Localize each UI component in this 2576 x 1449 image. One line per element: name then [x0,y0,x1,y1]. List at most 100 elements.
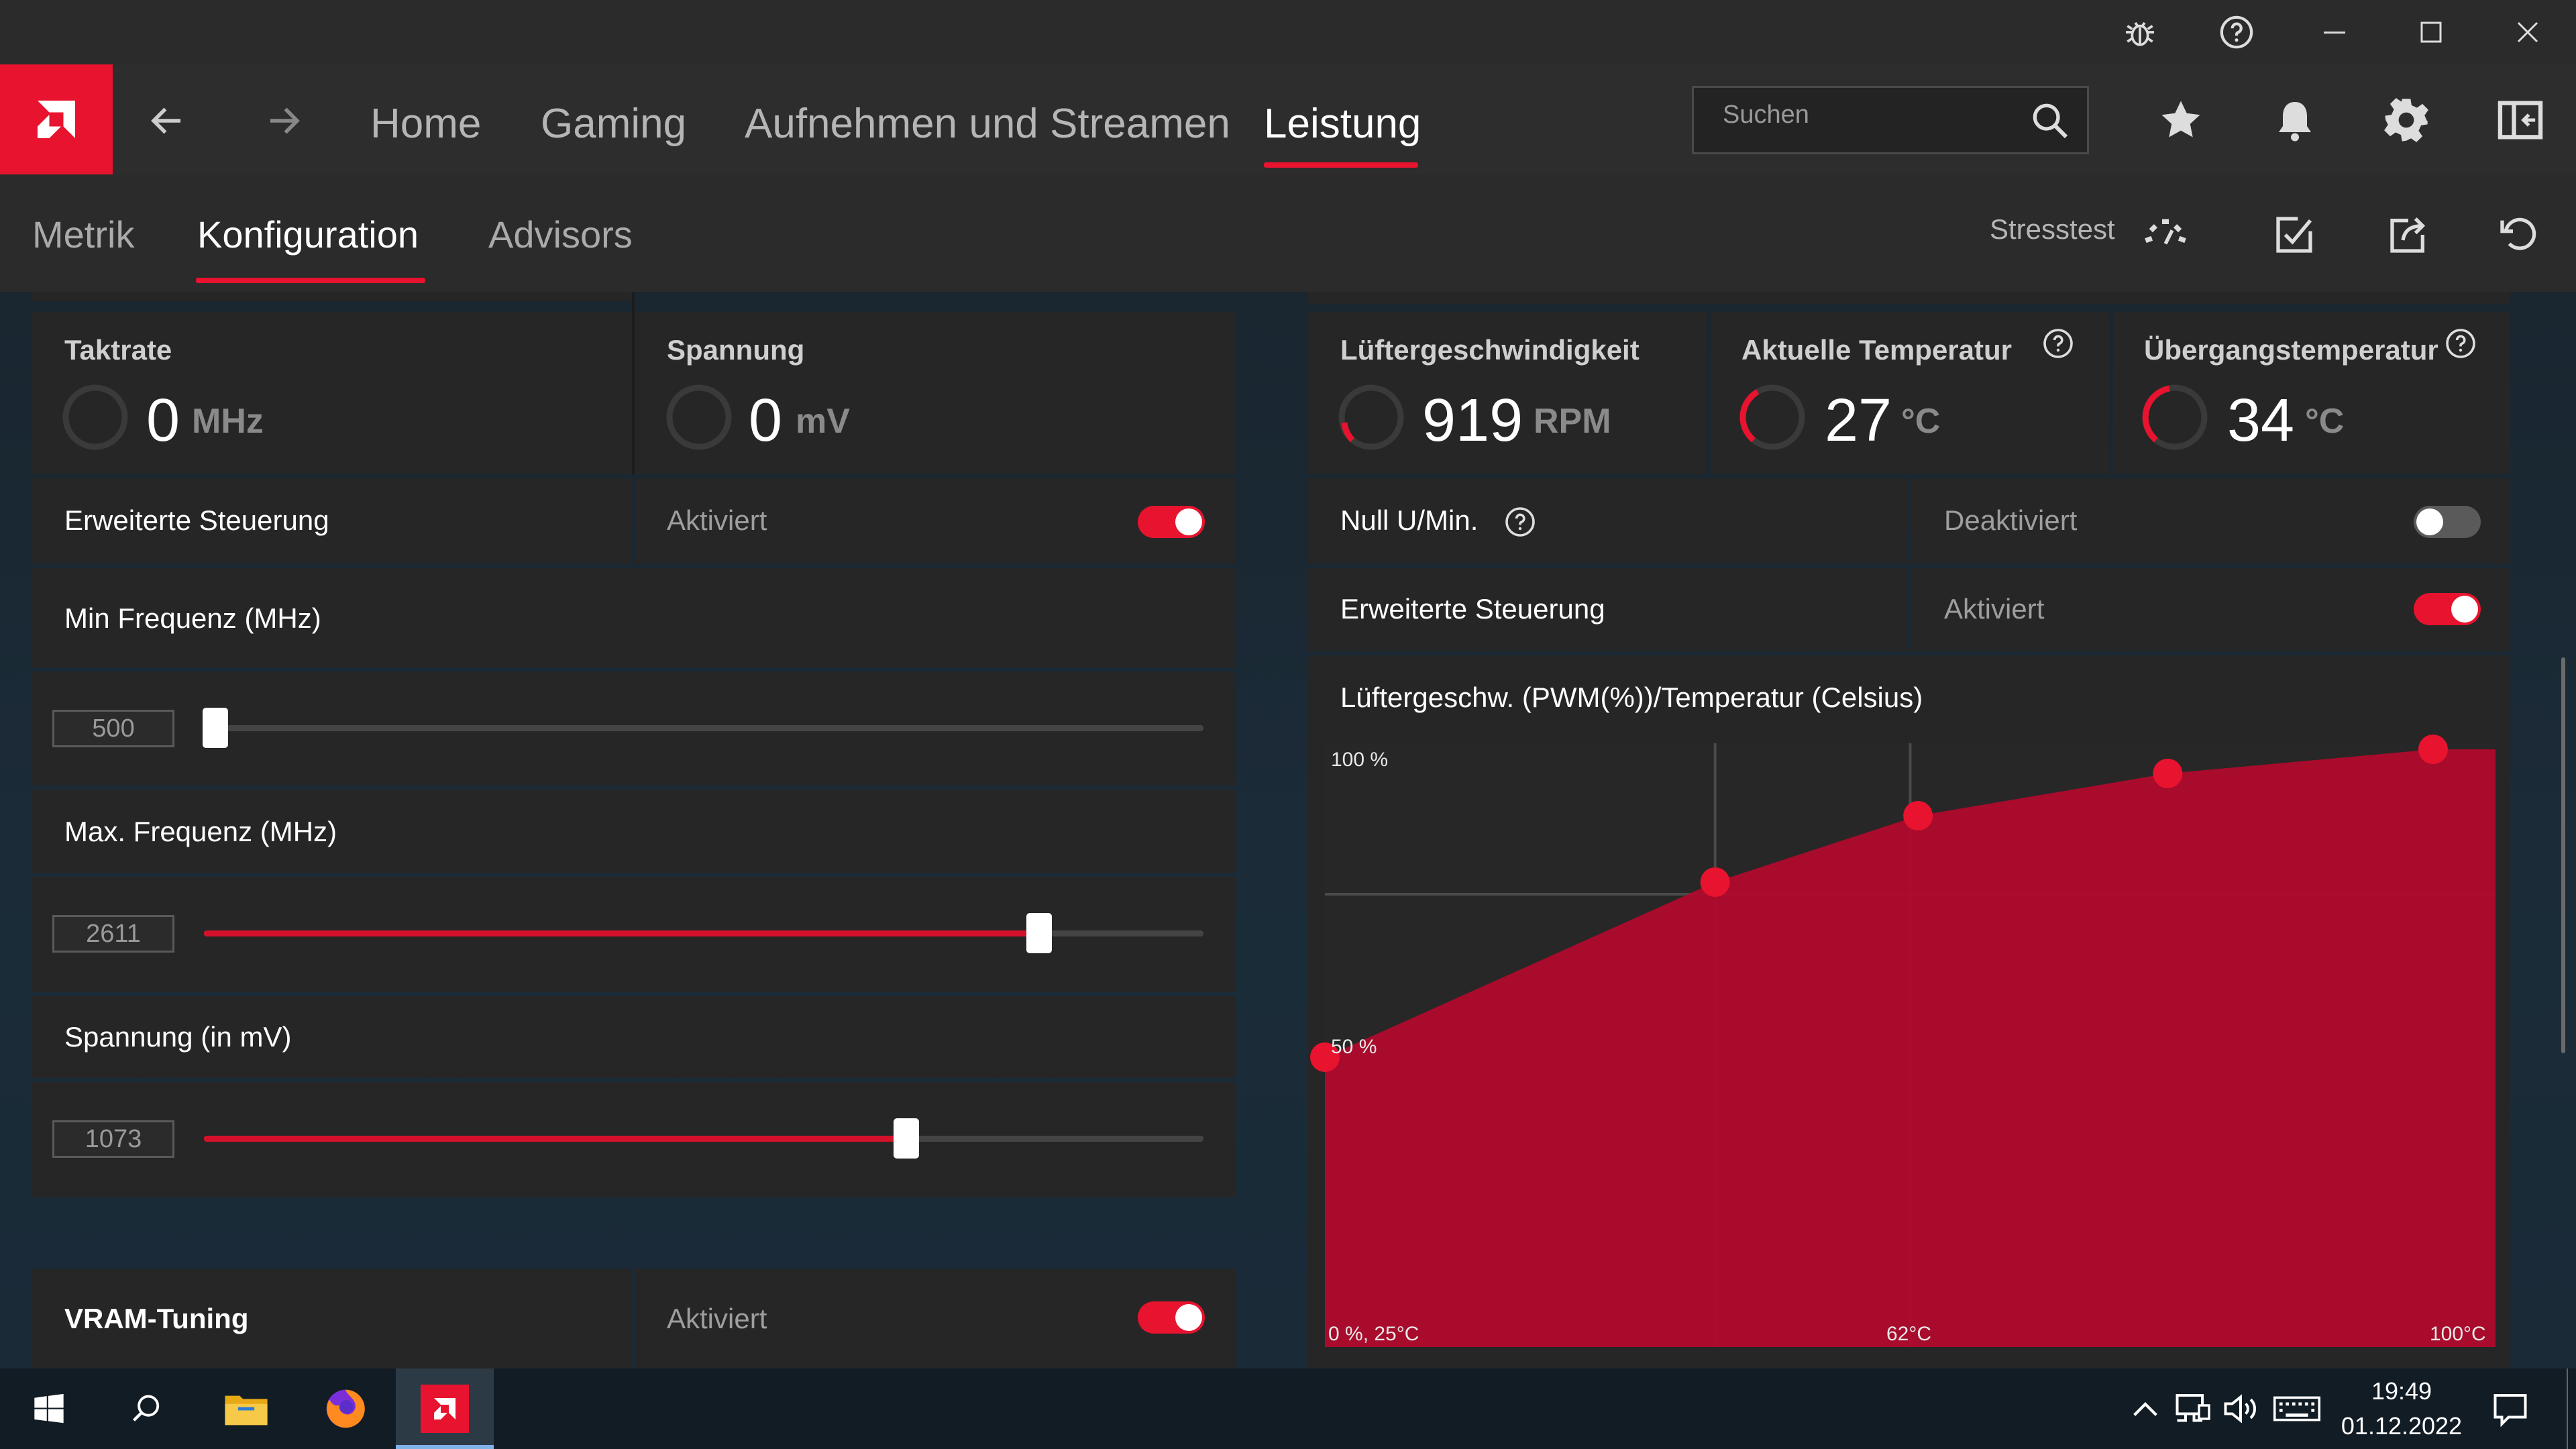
min-frequency-label: Min Frequenz (MHz) [64,602,321,634]
max-frequency-slider-thumb[interactable] [1026,913,1052,953]
fan-advanced-state: Aktiviert [1944,593,2045,625]
current-temperature-value: 27 [1825,387,1892,454]
stresstest-gauge-icon[interactable] [2132,201,2199,268]
advanced-control-state: Aktiviert [667,504,767,536]
clock-time: 19:49 [2371,1377,2432,1405]
scrollbar-thumb[interactable] [2561,657,2565,1053]
voltage-control-slider-thumb[interactable] [894,1118,919,1159]
fan-panel-top-edge [1308,292,2510,304]
search-input[interactable] [1692,86,2089,154]
junction-gauge-icon [2140,382,2210,452]
clock-date: 01.12.2022 [2341,1412,2463,1440]
clock-gauge-icon [60,382,130,452]
show-hidden-icons-chevron-icon[interactable] [2127,1393,2164,1425]
gear-icon[interactable] [2369,83,2443,157]
zero-rpm-label: Null U/Min. [1340,504,1479,536]
voltage-unit: mV [796,402,850,441]
clock-label: Taktrate [64,334,172,366]
search-icon[interactable] [98,1368,196,1449]
clock-unit: MHz [192,402,264,441]
vram-tuning-toggle[interactable] [1138,1301,1205,1334]
file-explorer-icon[interactable] [197,1368,295,1449]
notification-center-icon[interactable] [2490,1390,2530,1428]
nav-tab-record-stream[interactable]: Aufnehmen und Streamen [745,101,1230,147]
windows-start-icon[interactable] [0,1368,98,1449]
active-app-indicator [396,1445,494,1449]
zero-rpm-label-cell [1308,478,1908,564]
current-temperature-label: Aktuelle Temperatur [1741,334,2012,366]
advanced-control-toggle[interactable] [1138,506,1205,538]
firefox-icon[interactable] [297,1368,394,1449]
fan-advanced-toggle[interactable] [2414,593,2481,625]
bug-icon[interactable] [2093,0,2187,64]
max-frequency-header [32,790,1236,873]
fan-advanced-label-cell [1308,568,1908,651]
search-placeholder: Suchen [1723,101,1809,129]
vram-tuning-value-cell [635,1269,1236,1368]
voltage-control-input[interactable]: 1073 [52,1120,174,1158]
max-frequency-fill [204,930,1038,936]
chart-y-label-top: 100 % [1331,749,1389,771]
voltage-control-header [32,996,1236,1078]
fan-speed-gauge-icon [1336,382,1406,452]
zero-rpm-state: Deaktiviert [1944,504,2078,536]
tab-advisors[interactable]: Advisors [488,213,633,256]
temperature-help-icon[interactable] [2042,327,2074,360]
amd-logo[interactable] [0,64,113,174]
tab-metrics[interactable]: Metrik [32,213,135,256]
nav-tab-performance[interactable]: Leistung [1264,101,1421,147]
system-clock[interactable]: 19:49 01.12.2022 [2301,1374,2502,1444]
stresstest-label[interactable]: Stresstest [1990,213,2115,245]
volume-icon[interactable] [2220,1391,2261,1426]
max-frequency-label: Max. Frequenz (MHz) [64,816,337,847]
voltage-label: Spannung [667,334,805,366]
show-desktop-divider[interactable] [2567,1368,2568,1449]
tab-configuration[interactable]: Konfiguration [197,213,419,256]
chart-x-label-max: 100°C [2430,1323,2486,1345]
temperature-gauge-icon [1737,382,1807,452]
junction-help-icon[interactable] [2445,327,2477,360]
vram-tuning-label: VRAM-Tuning [64,1303,249,1334]
nav-tab-home[interactable]: Home [370,101,482,147]
voltage-value: 0 [749,387,783,454]
close-icon[interactable] [2481,0,2575,64]
zero-rpm-toggle[interactable] [2414,506,2481,538]
nav-tab-gaming[interactable]: Gaming [541,101,687,147]
forward-arrow-icon[interactable] [254,94,314,148]
voltage-metric-cell [635,312,1236,474]
voltage-gauge-icon [664,382,734,452]
maximize-icon[interactable] [2384,0,2478,64]
vram-tuning-state: Aktiviert [667,1303,767,1334]
reset-icon[interactable] [2485,201,2552,268]
main-header [0,64,2576,174]
min-frequency-track[interactable] [204,725,1203,731]
clock-metric-cell [32,312,632,474]
voltage-control-fill [204,1136,906,1142]
apply-profile-icon[interactable] [2261,201,2328,268]
network-icon[interactable] [2172,1391,2212,1426]
fan-speed-label: Lüftergeschwindigkeit [1340,334,1640,366]
chart-y-label-mid: 50 % [1331,1036,1377,1058]
fan-speed-value: 919 [1422,387,1523,454]
bell-icon[interactable] [2258,83,2332,157]
keyboard-icon[interactable] [2271,1393,2322,1425]
star-icon[interactable] [2144,83,2218,157]
min-frequency-input[interactable]: 500 [52,710,174,747]
search-icon[interactable] [2029,99,2072,142]
advanced-control-value-cell [635,478,1236,564]
export-icon[interactable] [2375,201,2442,268]
help-icon[interactable] [2190,0,2284,64]
panel-icon[interactable] [2483,83,2557,157]
back-arrow-icon[interactable] [137,94,197,148]
panel-top-edge [32,292,632,301]
amd-software-icon[interactable] [396,1368,494,1449]
fan-advanced-label: Erweiterte Steuerung [1340,593,1605,625]
min-frequency-slider-thumb[interactable] [203,708,228,748]
max-frequency-input[interactable]: 2611 [52,915,174,953]
current-temperature-unit: °C [1901,402,1941,441]
fan-curve-title: Lüftergeschw. (PWM(%))/Temperatur (Celsi… [1340,682,1923,713]
minimize-icon[interactable] [2288,0,2381,64]
clock-value: 0 [146,387,180,454]
zero-rpm-help-icon[interactable] [1504,506,1536,538]
vram-tuning-label-cell [32,1269,632,1368]
